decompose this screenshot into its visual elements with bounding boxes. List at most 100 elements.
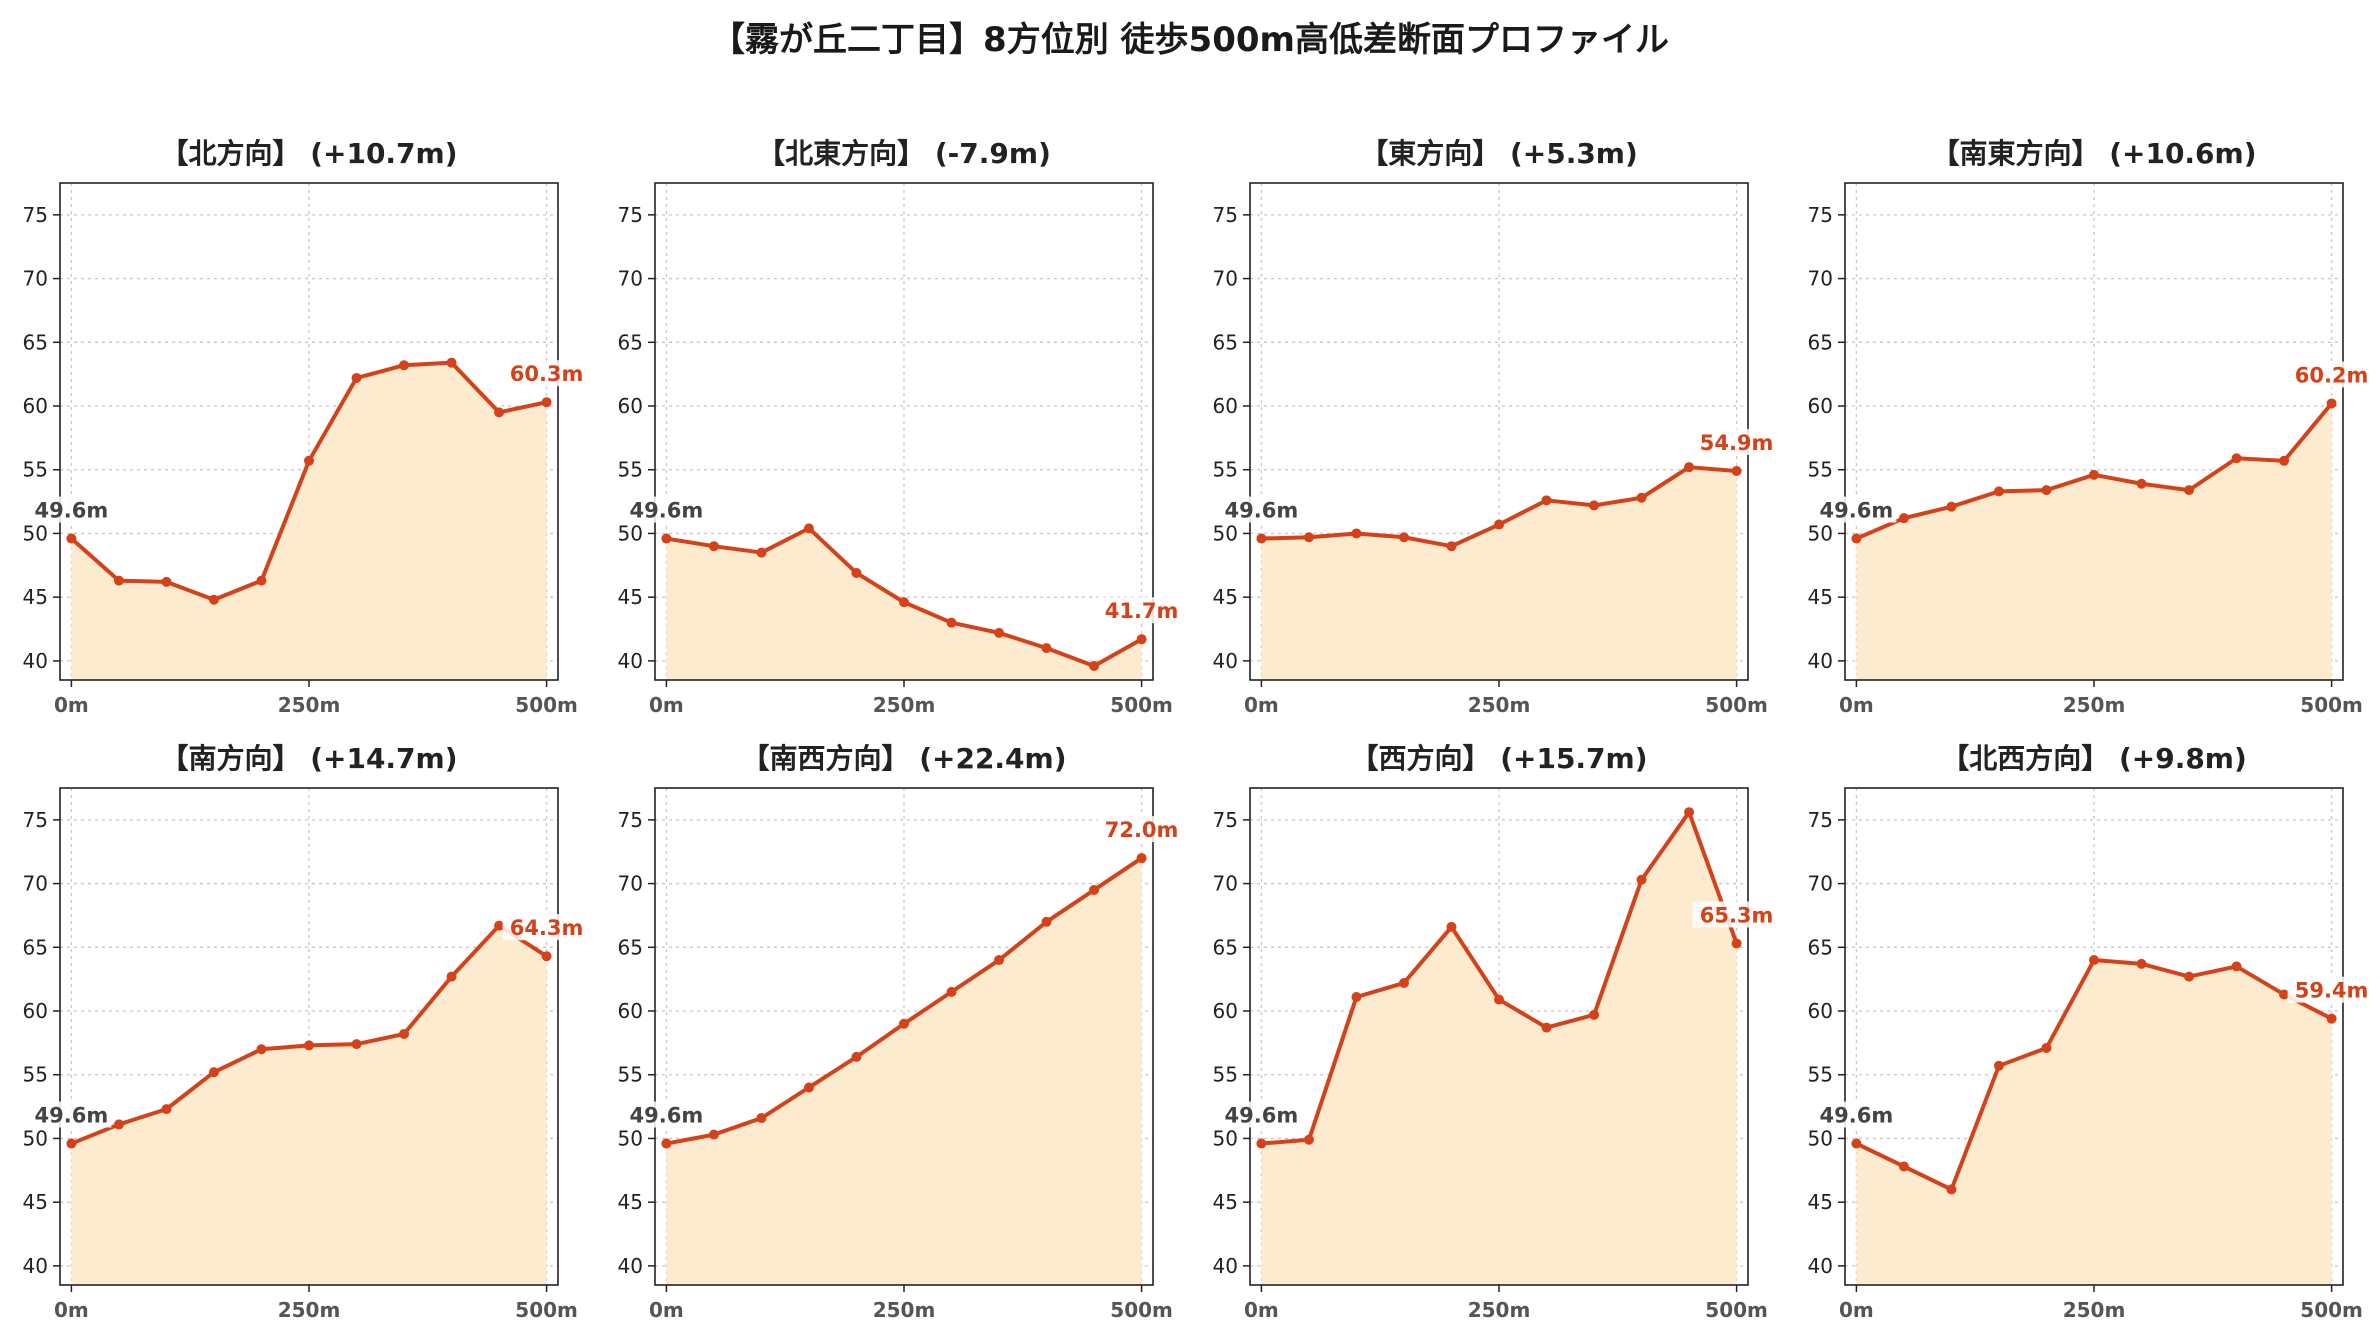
- y-tick-label: 40: [1808, 1254, 1833, 1278]
- data-point: [113, 1119, 124, 1130]
- start-elevation-label: 49.6m: [630, 1104, 704, 1128]
- elevation-profile-chart: 【北方向】 (+10.7m) 40 45 50 55 60 65 70 75 0m 250m 500m…: [23, 137, 587, 717]
- data-point: [1351, 528, 1362, 539]
- x-tick-label: 0m: [1244, 1298, 1279, 1322]
- data-point: [66, 533, 77, 544]
- end-label-bg: [1692, 901, 1777, 928]
- y-tick-label: 40: [618, 649, 643, 673]
- start-elevation-label: 49.6m: [630, 499, 704, 523]
- data-point: [351, 1039, 362, 1050]
- y-tick-label: 55: [618, 1063, 643, 1087]
- data-point: [541, 951, 552, 962]
- data-point: [1541, 495, 1552, 506]
- data-point: [1898, 1161, 1909, 1172]
- y-tick-label: 50: [618, 521, 643, 545]
- chart-panel: 【北方向】 (+10.7m) 40 45 50 55 60 65 70 75 0m 250m 500m…: [0, 130, 587, 720]
- data-point: [2136, 478, 2147, 489]
- data-point: [946, 986, 957, 997]
- data-point: [1494, 994, 1504, 1005]
- axes-frame: [1844, 787, 2344, 1286]
- elevation-area-fill: [71, 362, 547, 680]
- data-point: [351, 372, 362, 383]
- data-point: [208, 594, 219, 605]
- data-point: [113, 575, 124, 586]
- y-tick-label: 65: [1808, 935, 1833, 959]
- chart-panel: 【北東方向】 (-7.9m) 40 45 50 55 60 65 70 75 0m 250m 500m…: [595, 130, 1182, 720]
- data-point: [1041, 643, 1052, 654]
- elevation-area-fill: [1856, 403, 2332, 680]
- x-tick-label: 500m: [515, 693, 578, 717]
- chart-panel: 【西方向】 (+15.7m) 40 45 50 55 60 65 70 75 0m 250m 500m…: [1190, 735, 1777, 1325]
- elevation-area-fill: [71, 925, 547, 1285]
- x-tick-label: 250m: [1468, 1298, 1531, 1322]
- chart-title: 【北東方向】 (-7.9m): [757, 137, 1051, 170]
- y-tick-label: 75: [618, 203, 643, 227]
- y-tick-label: 60: [1808, 394, 1833, 418]
- start-label-bg: [27, 496, 112, 523]
- y-tick-label: 40: [1808, 649, 1833, 673]
- y-tick-label: 55: [23, 1063, 48, 1087]
- data-point: [541, 397, 552, 408]
- data-point: [1541, 1022, 1552, 1033]
- x-tick-label: 250m: [2063, 693, 2126, 717]
- x-tick-label: 250m: [278, 1298, 341, 1322]
- y-tick-label: 50: [1808, 1126, 1833, 1150]
- end-label-bg: [2287, 361, 2372, 388]
- data-point: [1636, 492, 1647, 503]
- axes-frame: [59, 182, 559, 681]
- start-label-bg: [622, 496, 707, 523]
- y-tick-label: 55: [618, 458, 643, 482]
- data-point: [1303, 1134, 1314, 1145]
- data-point: [1256, 1138, 1267, 1149]
- y-tick-label: 55: [23, 458, 48, 482]
- data-point: [399, 1028, 410, 1039]
- x-tick-label: 500m: [2300, 693, 2363, 717]
- y-tick-label: 75: [23, 808, 48, 832]
- data-point: [256, 575, 267, 586]
- data-point: [2184, 485, 2195, 496]
- data-point: [1446, 921, 1457, 932]
- axes-frame: [59, 787, 559, 1286]
- y-tick-label: 45: [1213, 585, 1238, 609]
- data-point: [2326, 1013, 2337, 1024]
- elevation-area-fill: [1261, 467, 1737, 680]
- end-label-bg: [1692, 429, 1777, 456]
- elevation-profile-chart: 【南東方向】 (+10.6m) 40 45 50 55 60 65 70 75 0m 250m 500…: [1808, 137, 2372, 717]
- data-point: [1636, 874, 1647, 885]
- x-tick-label: 500m: [1110, 1298, 1173, 1322]
- y-tick-label: 70: [618, 267, 643, 291]
- y-tick-label: 45: [1213, 1190, 1238, 1214]
- y-tick-label: 75: [1808, 808, 1833, 832]
- chart-title: 【北方向】 (+10.7m): [160, 137, 457, 170]
- elevation-profile-chart: 【北東方向】 (-7.9m) 40 45 50 55 60 65 70 75 0m 250m 500m…: [618, 137, 1182, 717]
- data-point: [708, 541, 719, 552]
- data-point: [304, 1040, 314, 1051]
- y-tick-label: 65: [1213, 330, 1238, 354]
- elevation-area-fill: [1856, 960, 2332, 1285]
- axes-frame: [654, 787, 1154, 1286]
- y-tick-label: 45: [1808, 585, 1833, 609]
- x-tick-label: 250m: [873, 1298, 936, 1322]
- data-point: [494, 920, 505, 931]
- y-tick-label: 50: [23, 1126, 48, 1150]
- end-label-bg: [1097, 816, 1182, 843]
- x-tick-label: 500m: [1705, 693, 1768, 717]
- x-tick-label: 250m: [873, 693, 936, 717]
- end-label-bg: [502, 914, 587, 941]
- data-point: [1589, 500, 1600, 511]
- y-tick-label: 40: [1213, 649, 1238, 673]
- data-point: [803, 523, 814, 534]
- data-point: [208, 1067, 219, 1078]
- y-tick-label: 65: [1808, 330, 1833, 354]
- x-tick-label: 0m: [1839, 693, 1874, 717]
- start-elevation-label: 49.6m: [1225, 1104, 1299, 1128]
- chart-title: 【西方向】 (+15.7m): [1350, 742, 1647, 775]
- data-point: [1731, 466, 1742, 477]
- y-tick-label: 45: [1808, 1190, 1833, 1214]
- x-tick-label: 0m: [54, 693, 89, 717]
- end-label-bg: [1097, 597, 1182, 624]
- y-tick-label: 50: [1808, 521, 1833, 545]
- y-tick-label: 70: [1213, 267, 1238, 291]
- data-point: [2326, 398, 2337, 409]
- data-point: [661, 1138, 672, 1149]
